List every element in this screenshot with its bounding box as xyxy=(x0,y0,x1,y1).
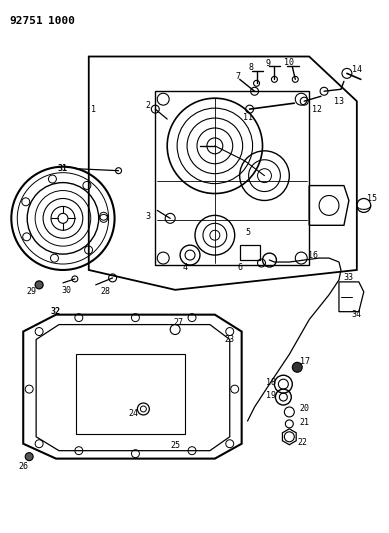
Text: 33: 33 xyxy=(344,273,354,282)
Text: 3: 3 xyxy=(146,212,151,221)
Text: 1: 1 xyxy=(91,104,96,114)
Text: 17: 17 xyxy=(300,357,310,366)
Text: 34: 34 xyxy=(352,310,362,319)
Text: 8: 8 xyxy=(248,63,253,72)
Text: 22: 22 xyxy=(297,438,307,447)
Text: 4: 4 xyxy=(182,263,187,272)
Text: 26: 26 xyxy=(18,462,28,471)
Text: 14: 14 xyxy=(352,65,362,74)
Text: 2: 2 xyxy=(146,101,151,110)
Text: 7: 7 xyxy=(235,72,240,81)
Text: 12: 12 xyxy=(312,104,322,114)
Text: 31: 31 xyxy=(58,164,68,173)
Text: 92751: 92751 xyxy=(9,16,43,26)
Text: 25: 25 xyxy=(170,441,180,450)
Text: 9: 9 xyxy=(266,59,271,68)
Text: 16: 16 xyxy=(308,251,318,260)
Text: 5: 5 xyxy=(245,228,250,237)
Text: 13: 13 xyxy=(334,96,344,106)
Text: 6: 6 xyxy=(237,263,242,272)
Text: 29: 29 xyxy=(26,287,36,296)
Text: 10: 10 xyxy=(284,58,294,67)
Text: 28: 28 xyxy=(101,287,110,296)
Text: 1000: 1000 xyxy=(48,16,75,26)
Text: 21: 21 xyxy=(299,418,309,427)
Text: 24: 24 xyxy=(128,409,138,418)
Text: 11: 11 xyxy=(243,112,252,122)
Circle shape xyxy=(35,281,43,289)
Text: 27: 27 xyxy=(173,318,183,327)
Text: 30: 30 xyxy=(61,286,71,295)
Text: 20: 20 xyxy=(299,405,309,414)
Text: 19: 19 xyxy=(266,391,277,400)
Circle shape xyxy=(25,453,33,461)
Text: 15: 15 xyxy=(367,194,377,203)
Circle shape xyxy=(292,362,302,372)
Text: 32: 32 xyxy=(51,307,61,316)
Text: 23: 23 xyxy=(225,335,235,344)
Text: 18: 18 xyxy=(266,378,277,386)
